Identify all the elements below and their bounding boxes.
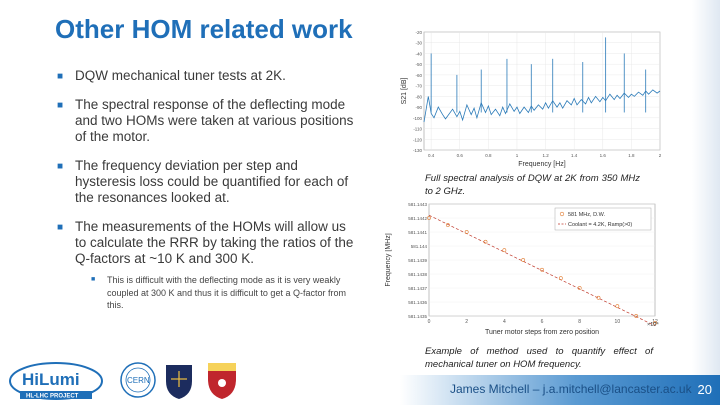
spectrum-xtick-label: 1.6 (600, 153, 607, 158)
tuner-ytick-label: 581.1443 (408, 202, 427, 207)
tuner-data-point (464, 230, 469, 234)
tuner-data-point (596, 295, 601, 300)
spectrum-xtick-label: 2 (659, 153, 662, 158)
tuner-data-point (653, 321, 657, 325)
partner-logos: HiLumi HL-LHC PROJECT CERN (9, 362, 236, 400)
spectrum-ytick-label: -60 (415, 73, 422, 78)
page-number: 20 (697, 382, 712, 397)
spectrum-xtick-label: 1.4 (571, 153, 578, 158)
spectrum-ytick-label: -70 (415, 84, 422, 89)
bullet-marker-icon: ■ (57, 161, 64, 172)
spectrum-ylabel: S21 [dB] (401, 78, 408, 105)
sub-bullet-item: ■ This is difficult with the deflecting … (91, 274, 355, 312)
tuner-data-point (634, 314, 639, 318)
footer-bar (400, 375, 720, 405)
tuner-data-point (558, 276, 563, 281)
spectrum-xtick-label: 0.4 (428, 153, 435, 158)
spectrum-ytick-label: -80 (415, 94, 422, 99)
tuner-ytick-label: 581.1441 (408, 230, 427, 235)
spectrum-ytick-label: -40 (415, 51, 422, 56)
bullet-item: ■ DQW mechanical tuner tests at 2K. (55, 68, 355, 84)
tuner-xtick-label: 4 (503, 319, 506, 325)
bullet-text: DQW mechanical tuner tests at 2K. (75, 68, 286, 83)
spectrum-ytick-label: -50 (415, 62, 422, 67)
tuner-legend: 581 MHz, D.W. Coolant = 4.2K, Ramp(>0) (554, 207, 652, 231)
bullet-text: The measurements of the HOMs will allow … (75, 219, 354, 266)
tuner-xtick-label: 6 (541, 319, 544, 325)
bullet-marker-icon: ■ (57, 71, 64, 82)
tuner-xtick-label: 2 (465, 319, 468, 325)
decorative-side-bar (692, 0, 720, 405)
spectrum-xtick-label: 0.6 (457, 153, 464, 158)
spectrum-plot-area (423, 31, 661, 151)
spectrum-chart: -20 -30 -40 -50 -60 -70 -80 -90 -100 -110 -120 -130… (401, 30, 662, 168)
tuner-ytick-label: 581.1437 (408, 286, 427, 291)
tuner-data-point (540, 267, 544, 272)
spectrum-ytick-label: -30 (415, 41, 422, 46)
hilumi-logo: HiLumi HL-LHC PROJECT (9, 362, 103, 400)
bullet-text: The spectral response of the deflecting … (75, 97, 354, 144)
caption-spectrum: Full spectral analysis of DQW at 2K from… (425, 173, 640, 197)
cern-logo-text: CERN (127, 376, 150, 385)
sub-bullet-marker-icon: ■ (91, 276, 96, 283)
tuner-x-multiplier: ×10⁴ (647, 321, 659, 328)
tuner-xtick-label: 10 (615, 319, 621, 325)
page-title: Other HOM related work (55, 14, 353, 44)
bullet-list: ■ DQW mechanical tuner tests at 2K. ■ Th… (55, 68, 355, 312)
legend-label-points: 581 MHz, D.W. (568, 212, 605, 218)
university-crest-icon (166, 365, 192, 399)
tuner-ytick-label: 581.1436 (408, 300, 427, 305)
spectrum-ytick-label: -100 (413, 116, 423, 121)
tuner-data-point (577, 286, 582, 290)
spectrum-xtick-label: 1.2 (542, 153, 549, 158)
tuner-data-point (483, 239, 488, 244)
bullet-item: ■ The frequency deviation per step and h… (55, 158, 355, 206)
spectrum-series-line (423, 89, 661, 123)
spectrum-xlabel: Frequency [Hz] (518, 161, 566, 168)
tuner-xtick-label: 0 (428, 319, 431, 325)
spectrum-ytick-label: -20 (415, 30, 422, 35)
tuner-data-point (521, 258, 526, 262)
spectrum-ytick-label: -110 (413, 127, 422, 132)
bullet-text: The frequency deviation per step and hys… (75, 158, 349, 205)
footer-author: James Mitchell – j.a.mitchell@lancaster.… (450, 382, 692, 396)
tuner-ytick-label: 581.1438 (408, 272, 427, 277)
spectrum-ytick-label: -90 (415, 105, 422, 110)
spectrum-ytick-label: -130 (413, 148, 423, 153)
tuner-xtick-label: 8 (578, 319, 581, 325)
tuner-data-point (427, 216, 431, 220)
legend-marker-points (559, 211, 565, 217)
tuner-ylabel: Frequency [MHz] (385, 233, 392, 286)
tuner-xlabel: Tuner motor steps from zero position (485, 329, 599, 336)
hilumi-logo-subtext: HL-LHC PROJECT (26, 394, 79, 400)
tuner-xtick-label: 12 (652, 319, 658, 325)
bullet-marker-icon: ■ (57, 100, 64, 111)
tuner-ytick-label: 581.1442 (408, 216, 427, 221)
tuner-chart: 581.1443 581.1442 581.1441 581.144 581.1439 5… (385, 202, 659, 336)
bullet-item: ■ The measurements of the HOMs will allo… (55, 219, 355, 267)
tuner-data-point (502, 248, 507, 253)
tuner-data-point (445, 223, 450, 227)
caption-tuner: Example of method used to quantify effec… (425, 346, 653, 370)
tuner-ytick-label: 581.1439 (408, 258, 427, 263)
spectrum-xtick-label: 1.8 (628, 153, 635, 158)
tuner-ytick-label: 581.1435 (408, 314, 427, 319)
hilumi-logo-text: HiLumi (22, 370, 80, 389)
spectrum-xtick-label: 1 (516, 153, 519, 158)
spectrum-ytick-label: -120 (413, 137, 423, 142)
bullet-marker-icon: ■ (57, 222, 64, 233)
tuner-data-point (615, 304, 620, 309)
spectrum-xtick-label: 0.8 (485, 153, 492, 158)
cern-logo: CERN (120, 362, 156, 398)
bullet-item: ■ The spectral response of the deflectin… (55, 97, 355, 145)
tuner-ytick-label: 581.144 (411, 244, 428, 249)
legend-label-fit: Coolant = 4.2K, Ramp(>0) (568, 222, 632, 228)
sub-bullet-text: This is difficult with the deflecting mo… (107, 275, 346, 310)
lancaster-crest-icon (208, 363, 236, 399)
